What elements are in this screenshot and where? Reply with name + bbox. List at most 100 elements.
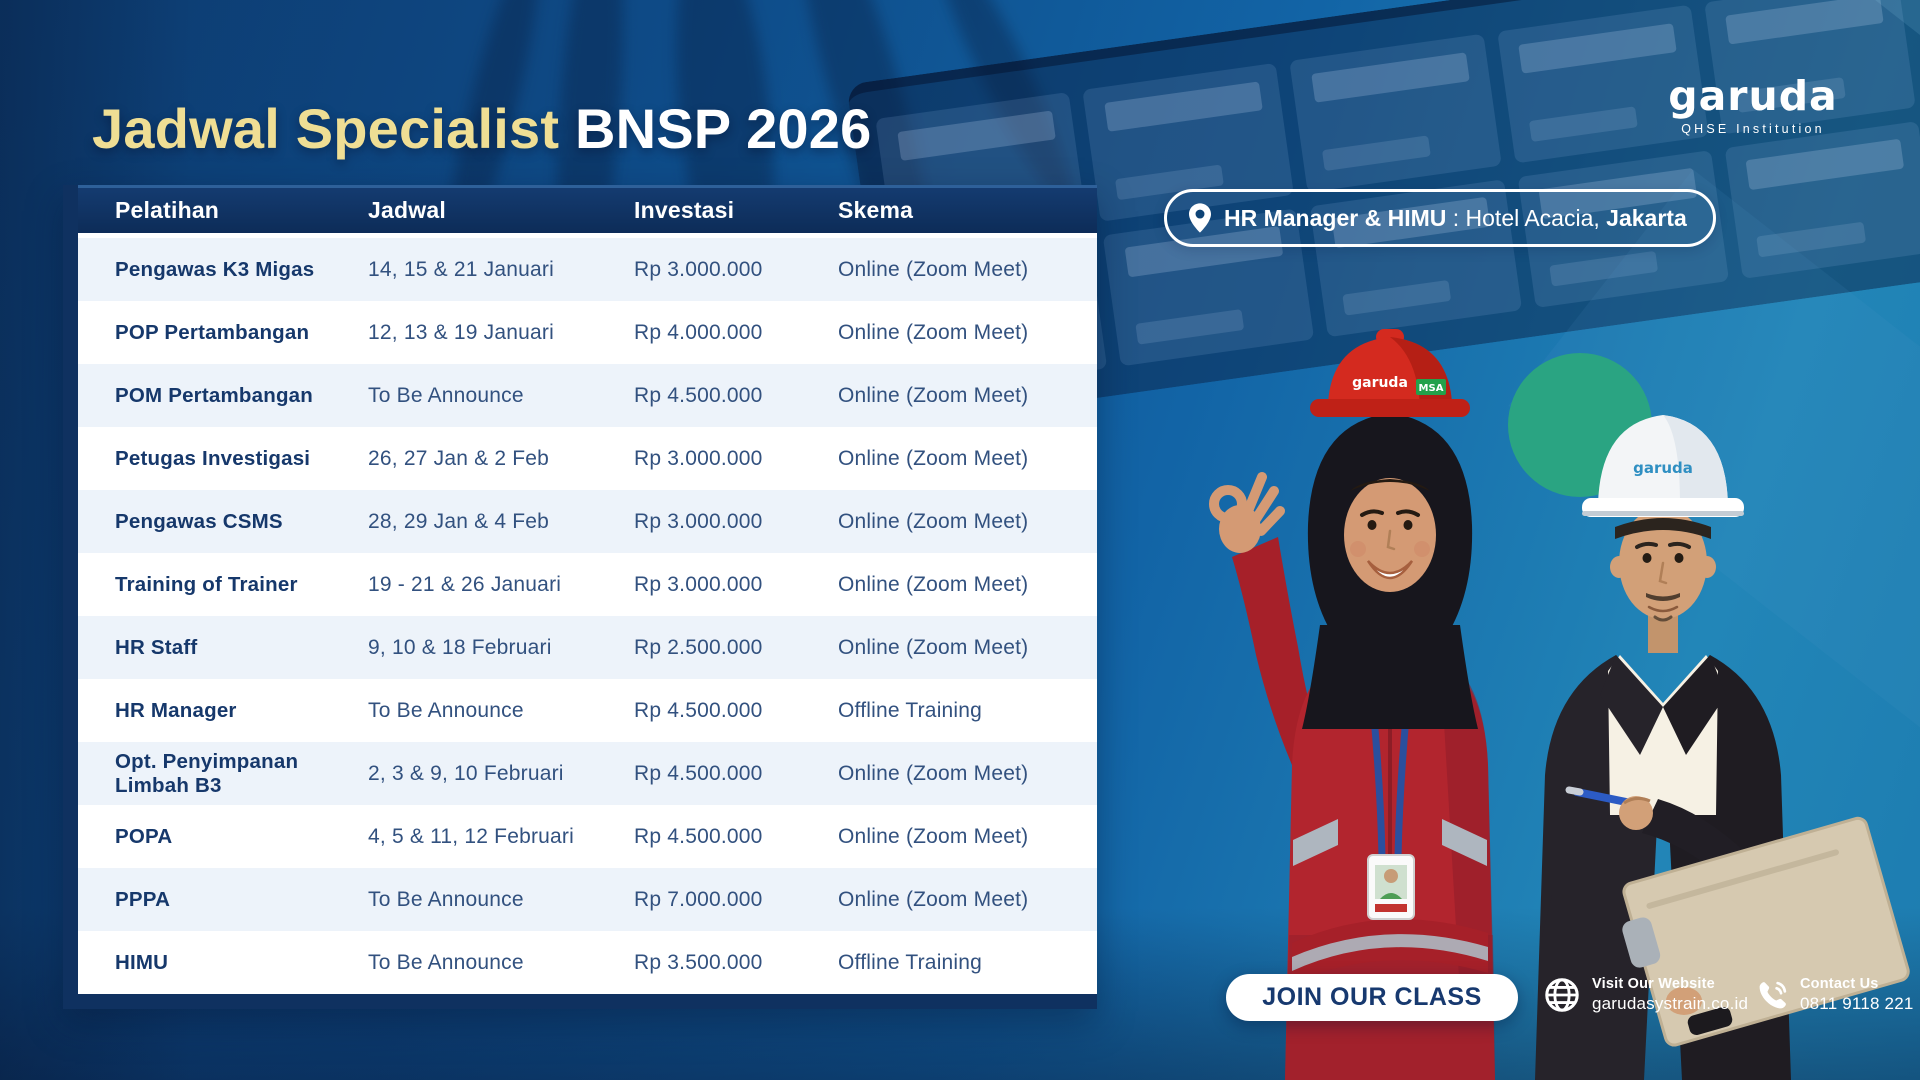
table-row: HR Staff 9, 10 & 18 Februari Rp 2.500.00…	[78, 616, 1097, 679]
page-title: Jadwal Specialist BNSP 2026	[92, 96, 871, 161]
cell-jadwal: 19 - 21 & 26 Januari	[368, 572, 562, 596]
phone-icon	[1759, 981, 1787, 1008]
id-badge	[1367, 854, 1415, 920]
table-row: POP Pertambangan 12, 13 & 19 Januari Rp …	[78, 301, 1097, 364]
ok-hand-gesture	[1209, 472, 1285, 553]
cell-skema: Offline Training	[838, 698, 983, 722]
table-row: Opt. Penyimpanan Limbah B3 2, 3 & 9, 10 …	[78, 742, 1097, 805]
cell-skema: Offline Training	[838, 950, 983, 974]
brand-logo-tagline: QHSE Institution	[1681, 122, 1825, 136]
table-row: Pengawas CSMS 28, 29 Jan & 4 Feb Rp 3.00…	[78, 490, 1097, 553]
cell-investasi: Rp 3.000.000	[634, 257, 763, 281]
website-url: garudasystrain.co.id	[1592, 994, 1749, 1013]
cell-pelatihan: POM Pertambangan	[115, 383, 313, 407]
cell-jadwal: 28, 29 Jan & 4 Feb	[368, 509, 550, 533]
cell-investasi: Rp 4.500.000	[634, 824, 763, 848]
cell-jadwal: 14, 15 & 21 Januari	[368, 257, 554, 281]
cell-pelatihan: Pengawas K3 Migas	[115, 257, 315, 281]
man-helmet-brand-text: garuda	[1633, 459, 1693, 477]
website-link[interactable]: Visit Our Website garudasystrain.co.id	[1543, 976, 1748, 1014]
cell-jadwal: 4, 5 & 11, 12 Februari	[368, 824, 574, 848]
person-man-illustration: garuda	[1535, 415, 1910, 1080]
cell-pelatihan: Training of Trainer	[115, 572, 298, 596]
table-row: Training of Trainer 19 - 21 & 26 Januari…	[78, 553, 1097, 616]
cell-skema: Online (Zoom Meet)	[838, 320, 1029, 344]
phone-link[interactable]: Contact Us 0811 9118 221	[1756, 976, 1914, 1014]
brand-logo: garuda QHSE Institution	[1648, 72, 1858, 137]
table-row: POPA 4, 5 & 11, 12 Februari Rp 4.500.000…	[78, 805, 1097, 868]
contact-text: Contact Us 0811 9118 221	[1800, 976, 1914, 1014]
cell-skema: Online (Zoom Meet)	[838, 572, 1029, 596]
cell-jadwal: 9, 10 & 18 Februari	[368, 635, 552, 659]
cell-investasi: Rp 3.000.000	[634, 509, 763, 533]
cell-jadwal: 2, 3 & 9, 10 Februari	[368, 761, 564, 785]
badge-lead: HR Manager & HIMU	[1224, 204, 1447, 231]
cell-investasi: Rp 2.500.000	[634, 635, 763, 659]
table-header-row: Pelatihan Jadwal Investasi Skema	[78, 185, 1097, 233]
schedule-table: Pelatihan Jadwal Investasi Skema Pengawa…	[63, 185, 1097, 1009]
cell-skema: Online (Zoom Meet)	[838, 509, 1029, 533]
person-woman-illustration: garuda MSA	[1209, 329, 1495, 1080]
cell-pelatihan: HIMU	[115, 950, 169, 974]
cell-investasi: Rp 3.500.000	[634, 950, 763, 974]
cell-jadwal: 12, 13 & 19 Januari	[368, 320, 554, 344]
cell-pelatihan: POP Pertambangan	[115, 320, 310, 344]
join-our-class-button[interactable]: JOIN OUR CLASS	[1226, 974, 1518, 1021]
table-row: Petugas Investigasi 26, 27 Jan & 2 Feb R…	[78, 427, 1097, 490]
clipboard	[1622, 816, 1910, 1047]
cell-skema: Online (Zoom Meet)	[838, 824, 1029, 848]
website-text: Visit Our Website garudasystrain.co.id	[1592, 976, 1748, 1014]
contact-label: Contact Us	[1800, 976, 1879, 992]
cell-skema: Online (Zoom Meet)	[838, 257, 1029, 281]
website-label: Visit Our Website	[1592, 976, 1715, 992]
cell-pelatihan: POPA	[115, 824, 173, 848]
location-pin-icon	[1189, 203, 1211, 233]
cell-investasi: Rp 4.500.000	[634, 761, 763, 785]
table-row: Pengawas K3 Migas 14, 15 & 21 Januari Rp…	[78, 238, 1097, 301]
badge-text: HR Manager & HIMU : Hotel Acacia, Jakart…	[1224, 205, 1687, 232]
wrist-watch	[1687, 1006, 1733, 1036]
cell-skema: Online (Zoom Meet)	[838, 635, 1029, 659]
cell-investasi: Rp 4.000.000	[634, 320, 763, 344]
cell-skema: Online (Zoom Meet)	[838, 383, 1029, 407]
badge-city: Jakarta	[1599, 204, 1687, 231]
globe-icon	[1545, 978, 1579, 1012]
column-header-investasi: Investasi	[634, 197, 735, 223]
table-row: POM Pertambangan To Be Announce Rp 4.500…	[78, 364, 1097, 427]
badge-separator: :	[1446, 204, 1466, 231]
cell-pelatihan: Opt. Penyimpanan Limbah B3	[115, 749, 299, 797]
cell-jadwal: To Be Announce	[368, 950, 524, 974]
brand-logo-text: garuda	[1668, 72, 1838, 120]
woman-helmet-sticker-text: MSA	[1419, 383, 1444, 394]
cell-pelatihan: PPPA	[115, 887, 171, 911]
cell-investasi: Rp 7.000.000	[634, 887, 763, 911]
cell-jadwal: To Be Announce	[368, 887, 524, 911]
cell-skema: Online (Zoom Meet)	[838, 887, 1029, 911]
cell-pelatihan: HR Manager	[115, 698, 237, 722]
people-photo-illustration: garuda	[1209, 329, 1910, 1080]
woman-helmet-brand-text: garuda	[1352, 375, 1408, 391]
cell-pelatihan: HR Staff	[115, 635, 198, 659]
cell-investasi: Rp 4.500.000	[634, 698, 763, 722]
cell-pelatihan: Petugas Investigasi	[115, 446, 311, 470]
cell-investasi: Rp 4.500.000	[634, 383, 763, 407]
man-hard-hat: garuda	[1582, 415, 1744, 517]
cell-investasi: Rp 3.000.000	[634, 572, 763, 596]
cell-jadwal: To Be Announce	[368, 698, 524, 722]
column-header-skema: Skema	[838, 197, 914, 223]
cell-pelatihan: Pengawas CSMS	[115, 509, 283, 533]
contact-phone-number: 0811 9118 221	[1800, 994, 1914, 1013]
cell-investasi: Rp 3.000.000	[634, 446, 763, 470]
column-header-jadwal: Jadwal	[368, 197, 446, 223]
table-row: HIMU To Be Announce Rp 3.500.000 Offline…	[78, 931, 1097, 994]
table-body: Pengawas K3 Migas 14, 15 & 21 Januari Rp…	[78, 233, 1097, 994]
cell-jadwal: To Be Announce	[368, 383, 524, 407]
location-badge: HR Manager & HIMU : Hotel Acacia, Jakart…	[1164, 189, 1716, 247]
badge-venue: Hotel Acacia,	[1465, 204, 1600, 231]
table-row: PPPA To Be Announce Rp 7.000.000 Online …	[78, 868, 1097, 931]
column-header-pelatihan: Pelatihan	[115, 197, 220, 223]
cell-jadwal: 26, 27 Jan & 2 Feb	[368, 446, 550, 470]
collage-card	[1289, 33, 1502, 193]
woman-hard-hat: garuda MSA	[1310, 329, 1470, 417]
